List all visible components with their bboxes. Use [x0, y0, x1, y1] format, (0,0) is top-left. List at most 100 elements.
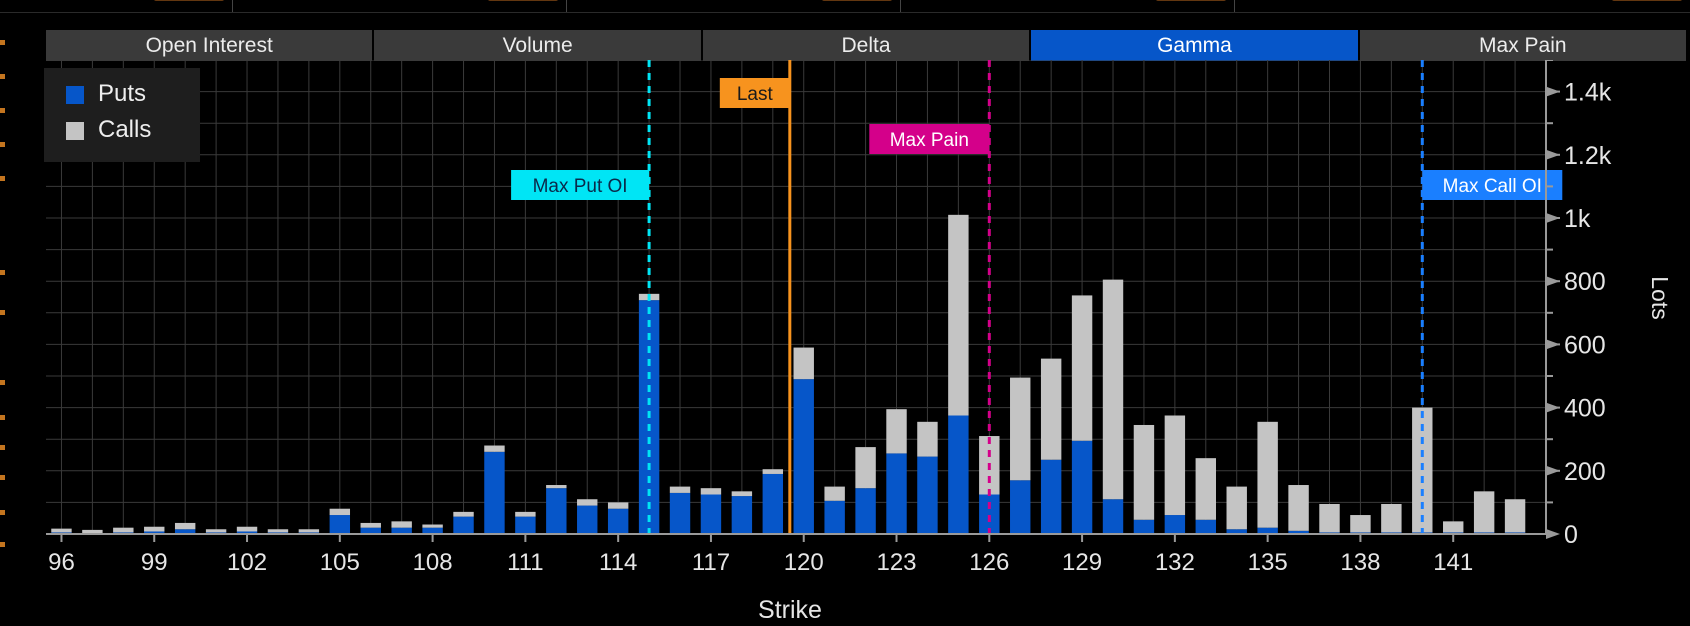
bar-calls-102	[236, 526, 258, 532]
tab-delta[interactable]: Delta	[702, 30, 1032, 61]
y-tick-label-1400: 1.4k	[1564, 79, 1612, 107]
y-tick-arrow-1400	[1546, 86, 1560, 97]
x-tick-label-129: 129	[1062, 549, 1102, 576]
x-tick-label-132: 132	[1155, 549, 1195, 576]
bar-puts-107	[391, 527, 412, 534]
bar-calls-116	[669, 486, 691, 493]
open-interest-chart: Max Put OI Last Max Pain Max Call OI 96 99 10…	[46, 60, 1673, 624]
bar-calls-98	[113, 527, 134, 533]
bar-calls-143	[1504, 499, 1526, 533]
ref-label-box-max-call-oi	[1422, 170, 1563, 200]
legend-swatch-puts	[66, 86, 84, 104]
bar-puts-125	[948, 415, 969, 534]
y-tick-arrow-1200	[1546, 149, 1560, 160]
bar-calls-134	[1226, 486, 1247, 530]
x-tick-label-120: 120	[784, 549, 824, 576]
bar-calls-124	[917, 421, 938, 457]
ref-label-box-last	[719, 78, 790, 108]
bar-calls-125	[948, 214, 969, 416]
legend-swatch-calls	[66, 122, 84, 140]
bar-puts-118	[731, 496, 753, 534]
bar-calls-133	[1195, 458, 1216, 520]
y-tick-arrow-800	[1546, 276, 1560, 287]
bar-puts-136	[1288, 530, 1309, 534]
bar-calls-121	[824, 486, 845, 501]
x-tick-label-96: 96	[48, 549, 75, 576]
tab-volume[interactable]: Volume	[374, 30, 703, 61]
bar-calls-120	[793, 347, 814, 380]
chart-legend: Puts Calls	[44, 68, 200, 162]
bar-puts-116	[669, 492, 691, 534]
bar-puts-132	[1164, 515, 1186, 534]
y-tick-arrow-400	[1546, 402, 1560, 413]
bar-calls-110	[484, 445, 505, 452]
x-tick-label-99: 99	[141, 549, 168, 576]
legend-label-calls: Calls	[98, 116, 152, 143]
bar-calls-99	[144, 526, 165, 532]
bar-calls-109	[453, 511, 474, 517]
bar-calls-141	[1443, 521, 1464, 533]
x-tick-label-108: 108	[413, 549, 453, 576]
tab-max-pain[interactable]: Max Pain	[1359, 30, 1689, 61]
y-tick-label-800: 800	[1564, 268, 1606, 296]
bar-puts-119	[762, 473, 784, 534]
x-axis-label: Strike	[758, 596, 822, 624]
bar-calls-135	[1257, 421, 1278, 528]
y-tick-arrow-600	[1546, 339, 1560, 350]
bar-calls-103	[267, 529, 289, 533]
bar-puts-133	[1195, 519, 1216, 534]
y-tick-label-200: 200	[1564, 458, 1606, 486]
bar-puts-111	[515, 516, 536, 534]
bar-calls-131	[1133, 424, 1155, 520]
bar-puts-100	[174, 529, 196, 534]
bar-calls-106	[360, 522, 381, 528]
bar-puts-113	[577, 505, 598, 534]
bar-calls-113	[577, 499, 598, 506]
x-tick-label-105: 105	[320, 549, 360, 576]
x-tick-label-138: 138	[1340, 549, 1380, 576]
bar-calls-111	[515, 511, 536, 517]
ref-label-max-call-oi: Max Call OI	[1443, 176, 1542, 197]
bar-puts-117	[700, 494, 722, 534]
bar-puts-126	[979, 494, 1000, 534]
bar-puts-130	[1102, 499, 1124, 534]
x-tick-label-102: 102	[227, 549, 267, 576]
bar-calls-100	[174, 522, 196, 530]
y-tick-label-1200: 1.2k	[1564, 142, 1612, 170]
tab-bar: Open Interest Volume Delta Gamma Max Pai…	[46, 30, 1689, 61]
legend-label-puts: Puts	[98, 80, 147, 107]
bar-puts-122	[855, 488, 876, 534]
y-axis-label: Lots	[1647, 276, 1673, 319]
bar-puts-114	[607, 508, 629, 534]
bar-calls-140	[1412, 407, 1433, 533]
bar-calls-114	[607, 502, 629, 509]
ref-label-box-max-put-oi	[511, 170, 650, 200]
bar-calls-117	[700, 488, 722, 495]
bar-calls-104	[298, 529, 320, 533]
bar-calls-107	[391, 521, 412, 528]
x-tick-label-111: 111	[507, 549, 543, 576]
bar-puts-134	[1226, 529, 1247, 534]
ref-label-max-pain: Max Pain	[890, 130, 969, 151]
top-quote-strip	[0, 0, 1690, 13]
bar-calls-128	[1040, 358, 1062, 460]
bar-calls-101	[205, 529, 227, 533]
bar-calls-130	[1102, 279, 1124, 500]
ref-label-box-max-pain	[869, 124, 990, 154]
bar-puts-121	[824, 500, 845, 534]
bar-calls-119	[762, 469, 784, 474]
tab-open-interest[interactable]: Open Interest	[46, 30, 375, 61]
bar-puts-106	[360, 527, 381, 534]
bar-calls-105	[329, 508, 351, 516]
bar-puts-112	[546, 488, 567, 534]
tab-gamma[interactable]: Gamma	[1031, 30, 1360, 61]
bar-calls-96	[51, 528, 72, 533]
bar-puts-120	[793, 379, 814, 534]
bar-calls-118	[731, 491, 753, 497]
bar-puts-128	[1040, 459, 1062, 534]
bar-calls-136	[1288, 485, 1309, 531]
bar-calls-142	[1473, 491, 1495, 533]
y-tick-arrow-0	[1546, 529, 1560, 539]
bar-calls-127	[1010, 377, 1031, 481]
bar-puts-123	[886, 453, 907, 534]
